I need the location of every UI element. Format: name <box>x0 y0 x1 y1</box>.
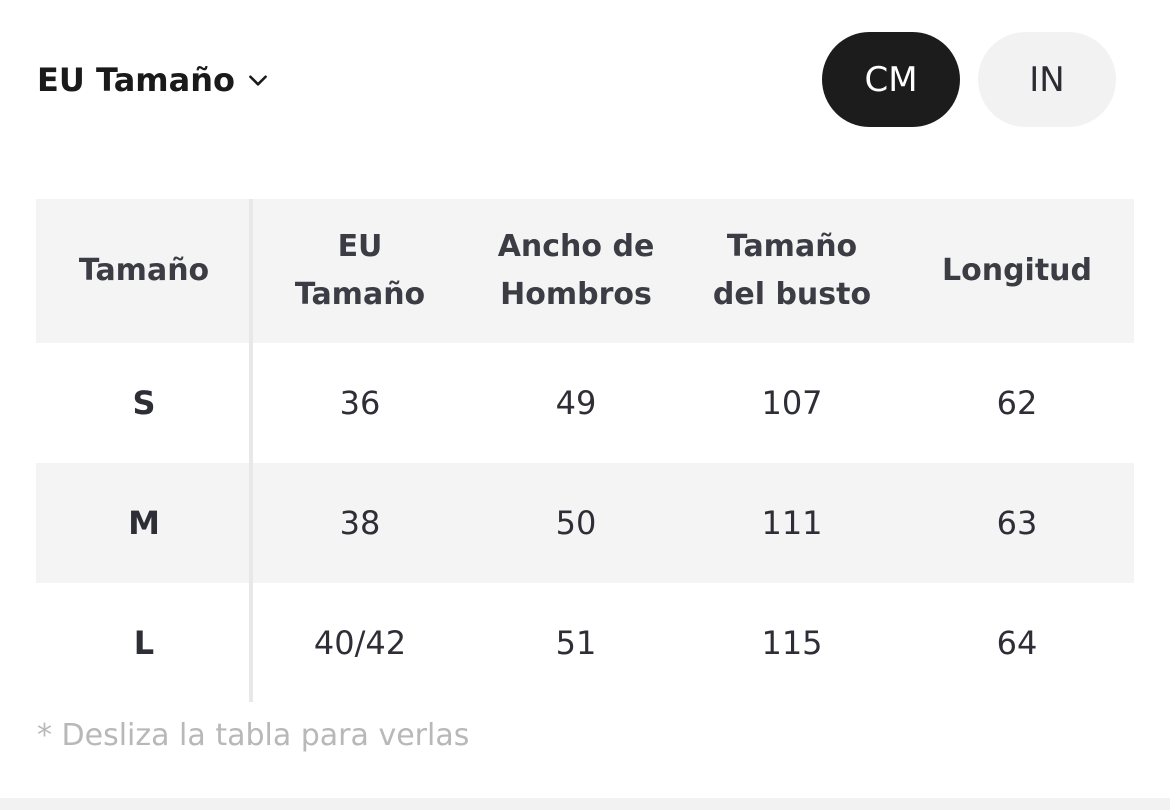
size-table-container[interactable]: Tamaño EU Tamaño Ancho de Hombros Tamaño de… <box>36 199 1134 702</box>
size-cell: M <box>128 504 160 542</box>
table-cell: 40/42 <box>313 624 407 662</box>
column-header-eu-size: EU Tamaño <box>294 229 426 312</box>
table-row: M 38 50 111 63 <box>36 463 1134 583</box>
size-cell: S <box>132 384 156 422</box>
table-cell: 115 <box>761 624 823 662</box>
bottom-divider <box>0 798 1170 810</box>
table-header-row: Tamaño EU Tamaño Ancho de Hombros Tamaño de… <box>36 199 1134 343</box>
table-cell: 64 <box>996 624 1038 662</box>
column-header-length: Longitud <box>941 253 1092 288</box>
table-cell: 51 <box>555 624 597 662</box>
table-cell: 36 <box>339 384 381 422</box>
size-system-dropdown[interactable]: EU Tamaño <box>37 56 271 104</box>
column-header-size: Tamaño <box>78 253 210 288</box>
unit-cm-button[interactable]: CM <box>822 32 960 127</box>
column-header-bust-size: Tamaño del busto <box>712 229 872 312</box>
table-cell: 62 <box>996 384 1038 422</box>
size-cell: L <box>133 624 155 662</box>
sticky-column-divider <box>249 199 253 702</box>
table-cell: 111 <box>761 504 823 542</box>
table-cell: 49 <box>555 384 597 422</box>
table-cell: 63 <box>996 504 1038 542</box>
table-cell: 50 <box>555 504 597 542</box>
table-cell: 107 <box>761 384 823 422</box>
unit-in-button[interactable]: IN <box>978 32 1116 127</box>
size-table: Tamaño EU Tamaño Ancho de Hombros Tamaño de… <box>36 199 1134 703</box>
table-row: S 36 49 107 62 <box>36 343 1134 463</box>
column-header-shoulder-width: Ancho de Hombros <box>497 229 655 312</box>
table-row: L 40/42 51 115 64 <box>36 583 1134 703</box>
scroll-hint: * Desliza la tabla para verlas <box>37 718 470 753</box>
chevron-down-icon <box>249 75 267 86</box>
size-system-label: EU Tamaño <box>37 61 235 99</box>
size-chart-header: EU Tamaño CM IN <box>0 0 1170 160</box>
table-cell: 38 <box>339 504 381 542</box>
